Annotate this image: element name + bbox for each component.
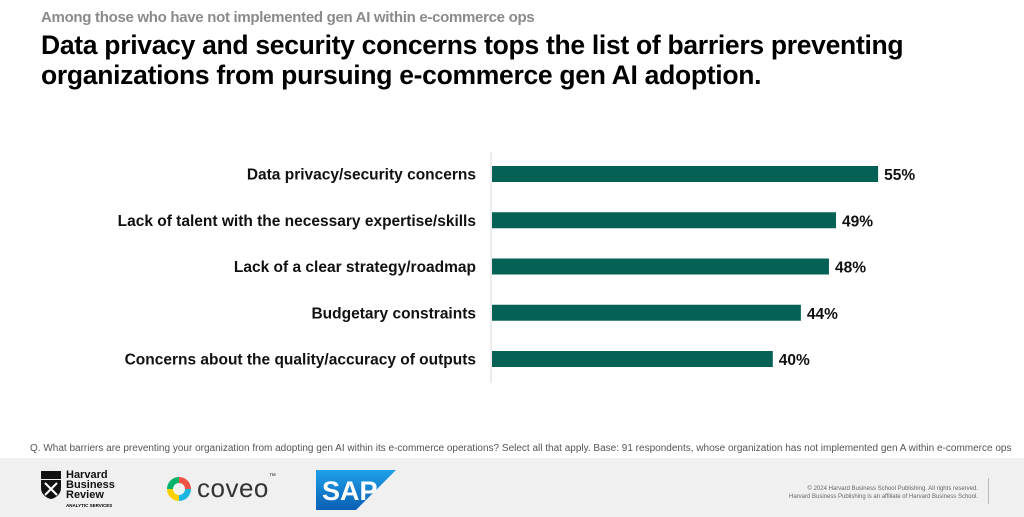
category-label: Concerns about the quality/accuracy of o… — [125, 352, 476, 369]
category-label: Data privacy/security concerns — [247, 167, 476, 184]
category-label: Lack of talent with the necessary expert… — [118, 213, 476, 230]
category-label: Budgetary constraints — [311, 305, 476, 322]
data-label: 55% — [884, 167, 915, 184]
survey-note: Q. What barriers are preventing your org… — [30, 443, 1012, 454]
coveo-logo: coveo™ — [165, 473, 276, 504]
divider — [988, 478, 989, 504]
bar — [492, 351, 773, 367]
copyright: © 2024 Harvard Business School Publishin… — [789, 486, 978, 500]
svg-text:SAP: SAP — [322, 476, 378, 506]
hbr-logo: Harvard Business Review ANALYTIC SERVICE… — [40, 470, 115, 508]
data-label: 49% — [842, 213, 873, 230]
category-label: Lack of a clear strategy/roadmap — [234, 259, 476, 276]
bar — [492, 304, 801, 321]
data-label: 44% — [807, 306, 838, 323]
kicker: Among those who have not implemented gen… — [41, 9, 535, 26]
page-title: Data privacy and security concerns tops … — [41, 30, 904, 90]
bar — [492, 212, 836, 229]
sap-logo: SAP — [316, 470, 396, 510]
coveo-mark-icon — [167, 476, 191, 501]
data-label: 48% — [835, 260, 866, 277]
bar-chart: Data privacy/security concerns 55% Lack of… — [118, 152, 915, 383]
hbr-shield-icon — [41, 471, 61, 499]
bar — [492, 166, 879, 182]
data-label: 40% — [779, 352, 810, 369]
bar — [492, 258, 829, 275]
